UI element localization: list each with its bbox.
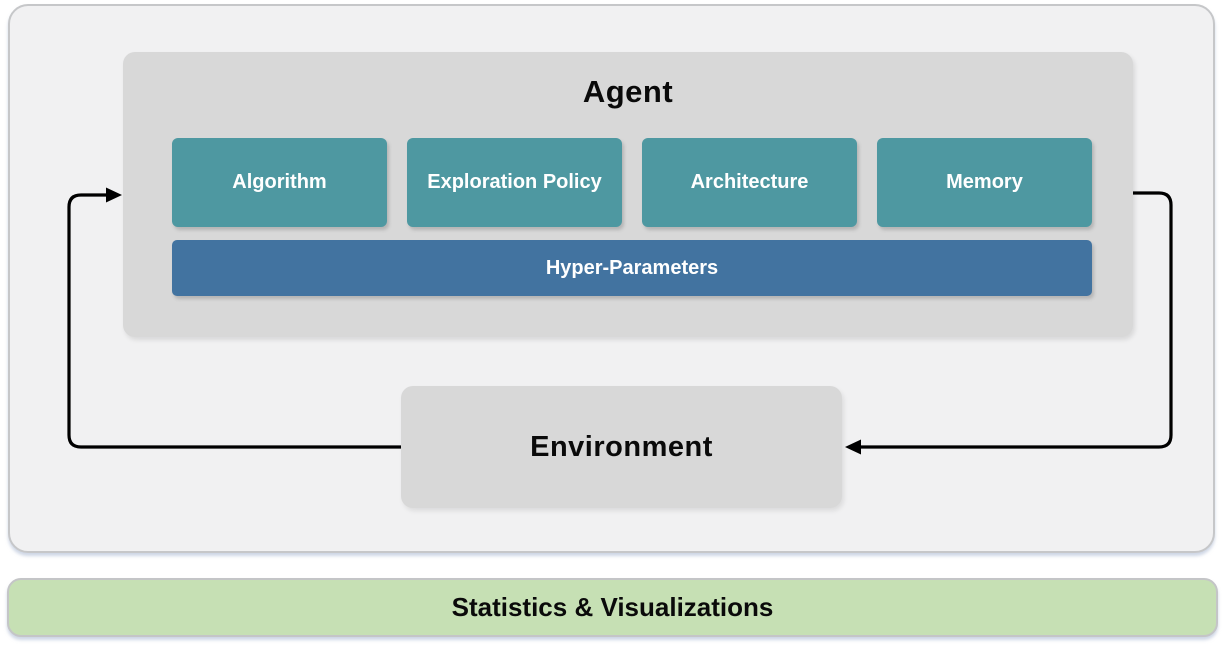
component-box-exploration-policy: Exploration Policy [407,138,622,227]
agent-component-row: Algorithm Exploration Policy Architectur… [172,138,1092,227]
component-box-architecture: Architecture [642,138,857,227]
hyper-parameters-bar: Hyper-Parameters [172,240,1092,296]
agent-title: Agent [582,74,674,109]
environment-box: Environment [401,386,842,508]
environment-label: Environment [530,430,713,463]
agent-container: Agent Algorithm Exploration Policy Archi… [123,52,1133,337]
statistics-visualizations-label: Statistics & Visualizations [451,592,774,622]
statistics-visualizations-bar: Statistics & Visualizations [7,578,1218,637]
component-box-memory: Memory [877,138,1092,227]
component-box-algorithm: Algorithm [172,138,387,227]
